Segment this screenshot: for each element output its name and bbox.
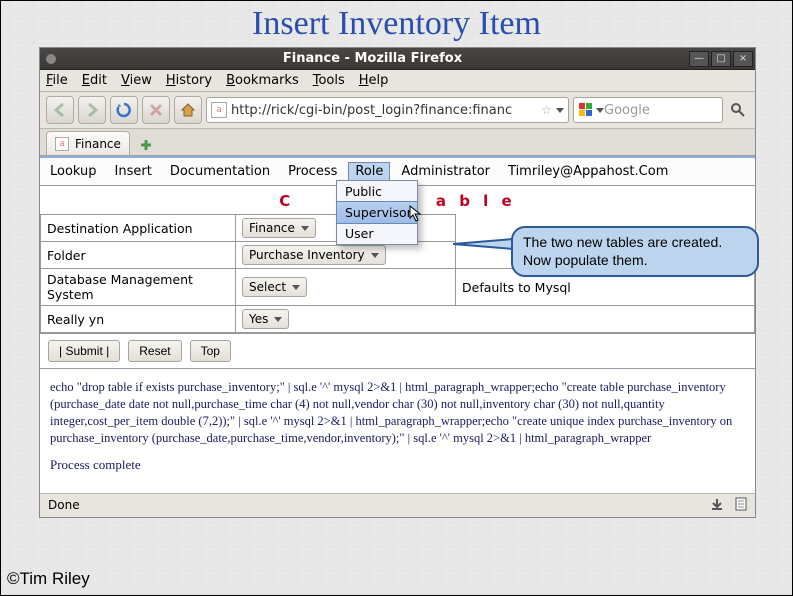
search-go-button[interactable] [727,99,749,121]
close-button[interactable]: × [733,51,753,67]
maximize-button[interactable]: □ [711,51,731,67]
page-content: Lookup Insert Documentation Process Role… [40,156,755,493]
forward-button[interactable] [78,96,106,124]
app-menubar: Lookup Insert Documentation Process Role… [40,158,755,186]
app-menu-lookup[interactable]: Lookup [50,164,97,179]
sql-output: echo "drop table if exists purchase_inve… [40,369,755,453]
stop-icon [149,103,163,117]
browser-window: Finance - Mozilla Firefox — □ × File Edi… [39,47,756,518]
role-option-supervisor-label: Supervisor [345,205,412,220]
select-destination-value: Finance [249,221,295,235]
url-text[interactable]: http://rick/cgi-bin/post_login?finance:f… [231,103,537,118]
plus-icon [139,138,153,152]
label-really: Really yn [41,306,236,333]
app-menu-administrator[interactable]: Administrator [401,164,490,179]
reset-button[interactable]: Reset [128,340,181,362]
page-favicon: a [211,102,227,118]
submit-button[interactable]: | Submit | [48,340,120,362]
role-dropdown: Public Supervisor User [336,180,418,245]
status-text: Done [48,498,80,512]
tab-bar: a Finance [40,129,755,156]
select-really[interactable]: Yes [242,309,289,329]
button-row: | Submit | Reset Top [40,333,755,369]
chevron-down-icon [292,285,300,290]
titlebar: Finance - Mozilla Firefox — □ × [40,48,755,70]
stop-button[interactable] [142,96,170,124]
tab-label: Finance [75,137,121,151]
app-menu-process[interactable]: Process [288,164,337,179]
cursor-icon [409,205,423,223]
app-menu-documentation[interactable]: Documentation [170,164,270,179]
app-menu-insert[interactable]: Insert [115,164,152,179]
back-icon [52,102,68,118]
menu-file[interactable]: File [46,73,68,88]
back-button[interactable] [46,96,74,124]
copyright: ©Tim Riley [7,569,90,589]
label-folder: Folder [41,242,236,269]
form-row-really: Really yn Yes [41,306,755,333]
search-placeholder: Google [604,103,718,118]
process-complete: Process complete [40,453,755,493]
chevron-down-icon [371,253,379,258]
google-icon [578,102,594,118]
nav-toolbar: a http://rick/cgi-bin/post_login?finance… [40,92,755,129]
chevron-down-icon [274,317,282,322]
window-menu-icon[interactable] [46,54,56,64]
menu-bookmarks[interactable]: Bookmarks [226,73,299,88]
label-destination: Destination Application [41,215,236,242]
select-dbms-value: Select [249,280,286,294]
page-heading-right: a b l e [436,192,516,210]
menu-history[interactable]: History [166,73,212,88]
download-icon[interactable] [710,497,724,511]
bookmark-star-icon[interactable]: ☆ [541,103,552,117]
top-button[interactable]: Top [190,340,231,362]
menu-help[interactable]: Help [359,73,389,88]
page-icon[interactable] [735,497,747,511]
forward-icon [84,102,100,118]
select-really-value: Yes [249,312,268,326]
chevron-down-icon [301,226,309,231]
firefox-menubar: File Edit View History Bookmarks Tools H… [40,70,755,92]
select-dbms[interactable]: Select [242,277,307,297]
reload-button[interactable] [110,96,138,124]
tab-favicon: a [55,137,69,151]
menu-tools[interactable]: Tools [313,73,345,88]
status-icons [710,497,747,514]
reload-icon [115,101,133,119]
callout-tail [453,237,513,251]
home-icon [180,102,196,118]
page-heading-left: C [279,192,294,210]
search-bar[interactable]: Google [573,97,723,123]
slide-title: Insert Inventory Item [1,5,792,43]
callout: The two new tables are created. Now popu… [511,226,759,277]
menu-view[interactable]: View [121,73,152,88]
app-menu-role[interactable]: Role [348,162,390,181]
role-option-supervisor[interactable]: Supervisor [336,201,418,224]
tab-finance[interactable]: a Finance [46,131,130,155]
label-dbms: Database Management System [41,269,236,306]
magnifier-icon [730,102,746,118]
home-button[interactable] [174,96,202,124]
new-tab-button[interactable] [134,135,158,155]
select-folder-value: Purchase Inventory [249,248,365,262]
callout-line1: The two new tables are created. [523,234,747,252]
search-engine-dropdown-icon[interactable] [596,108,604,113]
status-bar: Done [40,493,755,517]
role-option-user[interactable]: User [337,223,417,244]
menu-edit[interactable]: Edit [82,73,107,88]
url-bar[interactable]: a http://rick/cgi-bin/post_login?finance… [206,97,569,123]
window-title: Finance - Mozilla Firefox [56,51,689,66]
role-option-public[interactable]: Public [337,181,417,202]
select-folder[interactable]: Purchase Inventory [242,245,386,265]
minimize-button[interactable]: — [689,51,709,67]
select-destination[interactable]: Finance [242,218,316,238]
app-menu-user-email[interactable]: Timriley@Appahost.Com [508,164,668,179]
callout-line2: Now populate them. [523,252,747,270]
url-dropdown-icon[interactable] [556,108,564,113]
